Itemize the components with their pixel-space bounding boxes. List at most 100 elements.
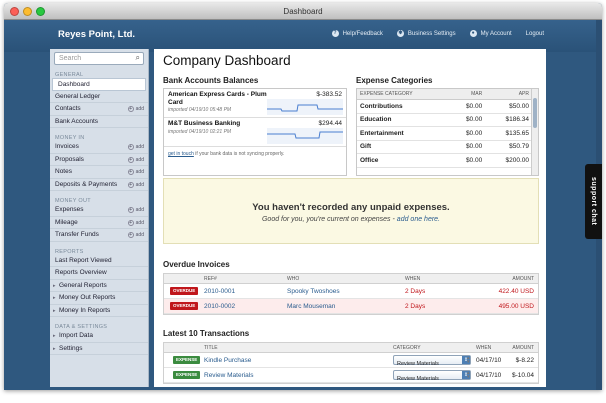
table-row[interactable]: OVERDUE 2010-0001 Spooky Twoshoes 2 Days… xyxy=(164,284,538,299)
minimize-window-button[interactable] xyxy=(23,7,32,16)
bank-account-row[interactable]: M&T Business Banking imported 04/19/10 0… xyxy=(164,118,346,147)
help-feedback-label: Help/Feedback xyxy=(342,30,383,37)
add-label: add xyxy=(135,169,144,175)
add-expense-button[interactable]: + add xyxy=(127,204,144,217)
add-label: add xyxy=(135,219,144,226)
my-account-link[interactable]: ● My Account xyxy=(469,30,512,37)
window-controls xyxy=(10,7,45,16)
sidebar-item-contacts[interactable]: Contacts + add xyxy=(50,103,148,116)
category-select-value: Review Materials xyxy=(397,361,439,367)
amount-cell: $50.79 xyxy=(485,140,532,154)
add-expense-link[interactable]: add one here. xyxy=(396,216,440,223)
support-chat-tab[interactable]: support chat xyxy=(585,164,602,239)
transaction-amount: $-8.22 xyxy=(515,357,534,364)
plus-icon: + xyxy=(127,144,134,150)
table-row[interactable]: OVERDUE 2010-0002 Marc Mouseman 2 Days 4… xyxy=(164,299,538,314)
search-input[interactable]: Search ⌕ xyxy=(54,52,144,65)
sidebar-item-settings[interactable]: Settings xyxy=(50,343,148,355)
amount-cell: $0.00 xyxy=(449,153,486,168)
invoice-ref-link[interactable]: 2010-0002 xyxy=(204,303,236,310)
add-contact-button[interactable]: + add xyxy=(127,103,144,116)
add-label: add xyxy=(135,181,144,188)
category-cell: Entertainment xyxy=(357,126,450,141)
bank-accounts-list: American Express Cards - Plum Card impor… xyxy=(163,88,347,176)
sidebar-item-notes[interactable]: Notes + add xyxy=(50,166,148,179)
sidebar-item-invoices[interactable]: Invoices + add xyxy=(50,141,148,154)
table-row: Office $0.00 $200.00 xyxy=(357,153,532,168)
sidebar-item-label: Expenses xyxy=(55,206,84,213)
zoom-window-button[interactable] xyxy=(36,7,45,16)
sidebar-item-deposits[interactable]: Deposits & Payments + add xyxy=(50,179,148,192)
add-deposit-button[interactable]: + add xyxy=(127,179,144,192)
invoice-ref-link[interactable]: 2010-0001 xyxy=(204,288,236,295)
category-select[interactable]: Review Materials ⇕ xyxy=(393,355,471,367)
category-select[interactable]: Review Materials ⇕ xyxy=(393,370,471,382)
plus-icon: + xyxy=(127,106,134,112)
sidebar-item-expenses[interactable]: Expenses + add xyxy=(50,204,148,217)
add-label: add xyxy=(135,144,144,150)
transactions-table: TITLE CATEGORY WHEN AMOUNT EXPENSE Kindl… xyxy=(163,342,539,384)
sidebar-item-general-ledger[interactable]: General Ledger xyxy=(50,91,148,103)
sidebar-item-money-in-reports[interactable]: Money In Reports xyxy=(50,305,148,317)
sidebar-item-mileage[interactable]: Mileage + add xyxy=(50,217,148,230)
logout-link[interactable]: Logout xyxy=(526,30,544,37)
search-placeholder: Search xyxy=(59,55,82,62)
add-proposal-button[interactable]: + add xyxy=(127,154,144,167)
sidebar-item-proposals[interactable]: Proposals + add xyxy=(50,154,148,167)
add-mileage-button[interactable]: + add xyxy=(127,217,144,230)
plus-icon: + xyxy=(127,219,134,226)
expense-scrollbar[interactable] xyxy=(531,89,538,175)
plus-icon: + xyxy=(127,156,134,163)
sidebar-item-last-report[interactable]: Last Report Viewed xyxy=(50,255,148,267)
sidebar-item-transfer-funds[interactable]: Transfer Funds + add xyxy=(50,229,148,242)
sidebar-item-bank-accounts[interactable]: Bank Accounts xyxy=(50,116,148,128)
sidebar-section-data: DATA & SETTINGS xyxy=(55,324,108,330)
add-label: add xyxy=(135,156,144,163)
bank-account-row[interactable]: American Express Cards - Plum Card impor… xyxy=(164,89,346,118)
amount-cell: $50.00 xyxy=(485,99,532,114)
sidebar-item-label: Notes xyxy=(55,168,72,175)
category-cell: Education xyxy=(357,113,450,127)
help-feedback-link[interactable]: ? Help/Feedback xyxy=(331,30,383,37)
client-link[interactable]: Spooky Twoshoes xyxy=(287,288,340,295)
invoice-amount: 422.40 USD xyxy=(498,288,534,295)
sidebar-item-label: Invoices xyxy=(55,143,79,150)
chevron-down-icon: ⇕ xyxy=(462,371,470,379)
client-link[interactable]: Marc Mouseman xyxy=(287,303,336,310)
my-account-label: My Account xyxy=(480,30,512,37)
search-icon[interactable]: ⌕ xyxy=(135,53,140,62)
amount-cell: $0.00 xyxy=(449,126,486,141)
date-stepper-icon[interactable]: ▴ ▾ xyxy=(467,355,470,365)
bank-balances-panel: Bank Accounts Balances American Express … xyxy=(163,76,347,176)
bank-balances-title: Bank Accounts Balances xyxy=(163,76,259,85)
sidebar-item-general-reports[interactable]: General Reports xyxy=(50,280,148,292)
sidebar-item-money-out-reports[interactable]: Money Out Reports xyxy=(50,292,148,305)
amount-cell: $135.65 xyxy=(485,126,532,141)
account-balance: $294.44 xyxy=(318,120,343,127)
column-header: REF# xyxy=(204,276,217,282)
transaction-title-link[interactable]: Kindle Purchase xyxy=(204,357,252,364)
close-window-button[interactable] xyxy=(10,7,19,16)
sidebar-item-reports-overview[interactable]: Reports Overview xyxy=(50,267,148,280)
plus-icon: + xyxy=(127,232,134,238)
table-row[interactable]: EXPENSE Kindle Purchase Review Materials… xyxy=(164,353,538,368)
expense-categories-panel: Expense Categories EXPENSE CATEGORY MAR … xyxy=(356,76,539,176)
table-row[interactable]: EXPENSE Review Materials Review Material… xyxy=(164,368,538,383)
add-note-button[interactable]: + add xyxy=(127,166,144,179)
transaction-when: 04/17/10 xyxy=(476,372,502,379)
expense-categories-table: EXPENSE CATEGORY MAR APR Contributions $0… xyxy=(356,88,539,176)
sidebar-item-dashboard[interactable]: Dashboard xyxy=(52,78,146,91)
add-invoice-button[interactable]: + add xyxy=(127,141,144,154)
scrollbar-thumb[interactable] xyxy=(533,98,537,128)
sidebar-section-money-in: MONEY IN xyxy=(55,135,85,141)
plus-icon: + xyxy=(127,207,134,213)
add-transfer-button[interactable]: + add xyxy=(127,229,144,242)
sidebar-item-import-data[interactable]: Import Data xyxy=(50,330,148,343)
date-stepper-icon[interactable]: ▴ ▾ xyxy=(467,370,470,380)
expense-badge: EXPENSE xyxy=(173,356,201,364)
get-in-touch-link[interactable]: get in touch xyxy=(168,151,194,157)
business-settings-link[interactable]: ✱ Business Settings xyxy=(396,30,456,37)
help-icon: ? xyxy=(331,30,339,37)
transaction-title-link[interactable]: Review Materials xyxy=(204,372,254,379)
amount-cell: $0.00 xyxy=(449,140,486,154)
